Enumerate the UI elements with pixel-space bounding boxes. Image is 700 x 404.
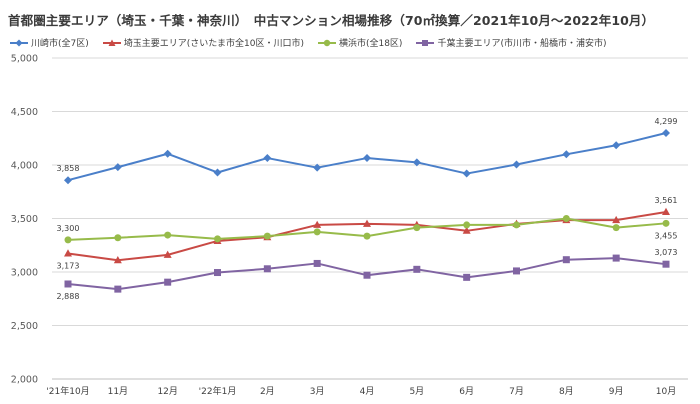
data-point	[363, 271, 371, 279]
x-tick-label: 10月	[656, 386, 676, 397]
legend-item-yokohama: 横浜市(全18区)	[317, 36, 403, 49]
data-point	[164, 278, 172, 286]
data-point	[662, 260, 670, 268]
data-point	[64, 280, 72, 288]
data-point	[462, 169, 471, 178]
x-tick-label: 2月	[260, 386, 275, 397]
legend-item-chiba: 千葉主要エリア(市川市・船橋市・浦安市)	[416, 36, 606, 49]
x-tick-label: '22年1月	[199, 385, 237, 397]
x-tick-label: 6月	[459, 386, 474, 397]
data-point	[513, 221, 520, 229]
data-label: 3,300	[57, 224, 80, 233]
y-tick-label: 2,000	[11, 375, 38, 386]
y-tick-label: 3,000	[11, 268, 38, 279]
data-point	[562, 256, 570, 264]
data-point	[113, 163, 122, 172]
data-point	[113, 256, 122, 264]
chart-title: 首都圏主要エリア（埼玉・千葉・神奈川） 中古マンション相場推移（70㎡換算／20…	[8, 13, 655, 28]
data-point	[313, 220, 322, 228]
y-tick-label: 5,000	[11, 54, 38, 65]
data-point	[114, 285, 122, 293]
data-point	[562, 150, 571, 159]
data-point	[114, 234, 122, 242]
data-point	[163, 250, 172, 258]
data-point	[263, 154, 272, 163]
data-point	[662, 207, 670, 215]
data-point	[612, 254, 620, 262]
data-point	[612, 141, 621, 150]
data-point	[562, 215, 570, 222]
data-point	[363, 219, 371, 227]
data-label: 4,299	[655, 117, 678, 126]
data-point	[214, 269, 221, 277]
data-point	[463, 221, 471, 229]
legend-label-chiba: 千葉主要エリア(市川市・船橋市・浦安市)	[437, 39, 607, 49]
data-point	[64, 249, 72, 257]
data-point	[164, 231, 172, 239]
x-tick-label: 12月	[157, 386, 177, 397]
legend-item-saitama: 埼玉主要エリア(さいたま市全10区・川口市)	[102, 36, 304, 49]
data-point	[612, 224, 620, 232]
data-point	[462, 226, 471, 234]
x-tick-label: 3月	[310, 386, 325, 397]
data-point	[313, 163, 322, 172]
data-point	[662, 219, 670, 227]
y-tick-label: 3,500	[11, 214, 38, 225]
data-point	[64, 236, 72, 244]
x-tick-label: 5月	[409, 386, 424, 397]
data-point	[413, 265, 421, 273]
data-label: 3,455	[655, 231, 678, 240]
y-tick-label: 4,500	[11, 107, 38, 118]
data-point	[263, 232, 271, 240]
data-point	[413, 224, 421, 232]
y-tick-label: 2,500	[11, 321, 38, 332]
data-point	[363, 154, 371, 163]
legend-swatch-saitama	[102, 39, 121, 46]
data-point	[662, 129, 670, 138]
x-tick-label: '21年10月	[46, 385, 89, 397]
y-tick-label: 4,000	[11, 161, 38, 172]
data-point	[213, 168, 222, 177]
x-tick-label: 9月	[609, 386, 624, 397]
data-point	[64, 176, 72, 185]
chart-legend: 川崎市(全7区) 埼玉主要エリア(さいたま市全10区・川口市) 横浜市(全18区…	[10, 36, 606, 49]
data-point	[412, 158, 421, 167]
data-label: 3,858	[57, 164, 80, 173]
data-point	[163, 149, 172, 158]
legend-swatch-yokohama	[317, 39, 336, 46]
legend-swatch-kawasaki	[10, 39, 28, 46]
x-tick-label: 7月	[509, 386, 524, 397]
data-point	[512, 160, 521, 169]
data-point	[463, 273, 471, 281]
data-point	[363, 232, 371, 240]
legend-label-saitama: 埼玉主要エリア(さいたま市全10区・川口市)	[123, 39, 304, 49]
data-point	[263, 265, 271, 273]
x-tick-label: 4月	[360, 386, 375, 397]
x-tick-label: 11月	[108, 386, 128, 397]
data-point	[313, 259, 321, 267]
legend-label-kawasaki: 川崎市(全7区)	[31, 39, 89, 49]
legend-swatch-chiba	[416, 39, 435, 46]
x-tick-label: 8月	[559, 386, 574, 397]
data-label: 3,561	[655, 196, 678, 205]
data-label: 2,888	[57, 292, 80, 301]
legend-item-kawasaki: 川崎市(全7区)	[10, 36, 89, 49]
data-point	[214, 235, 221, 243]
data-label: 3,173	[57, 261, 80, 270]
data-point	[313, 228, 321, 236]
data-point	[612, 215, 621, 224]
data-label: 3,073	[655, 248, 678, 257]
data-point	[513, 267, 520, 275]
legend-label-yokohama: 横浜市(全18区)	[338, 39, 403, 49]
